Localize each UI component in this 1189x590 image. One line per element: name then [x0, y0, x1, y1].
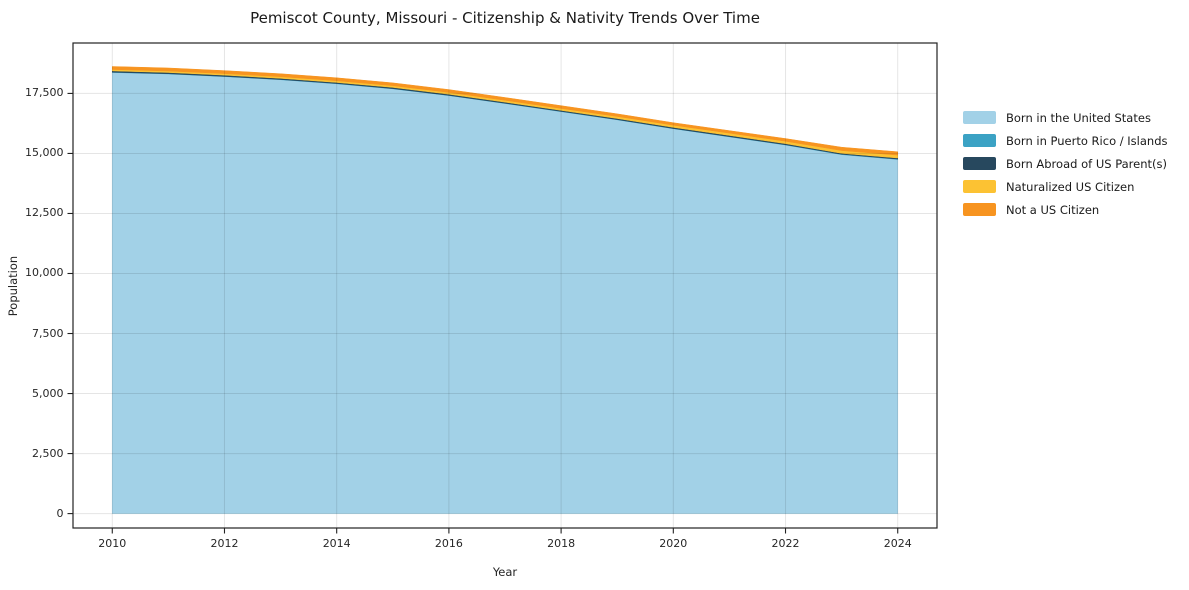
y-tick-label: 2,500 — [32, 446, 64, 460]
x-tick-label: 2014 — [322, 537, 351, 550]
legend-swatch-icon — [963, 157, 996, 170]
y-tick-label: 17,500 — [25, 86, 64, 100]
chart-title: Pemiscot County, Missouri - Citizenship … — [250, 9, 760, 27]
legend-label: Not a US Citizen — [1006, 202, 1100, 217]
legend-item: Born in Puerto Rico / Islands — [963, 129, 1168, 152]
y-tick-label: 15,000 — [25, 146, 64, 160]
legend-swatch-icon — [963, 203, 996, 216]
legend-label: Born in the United States — [1006, 110, 1151, 125]
y-tick-label: 0 — [56, 506, 64, 520]
legend-swatch-icon — [963, 134, 996, 147]
area-series-4 — [112, 66, 898, 156]
legend: Born in the United States Born in Puerto … — [963, 106, 1168, 221]
x-tick-label: 2020 — [659, 537, 688, 550]
y-tick-label: 5,000 — [32, 386, 64, 400]
x-tick-label: 2018 — [547, 537, 576, 550]
legend-label: Born Abroad of US Parent(s) — [1006, 156, 1167, 171]
legend-item: Naturalized US Citizen — [963, 175, 1168, 198]
x-axis-label: Year — [492, 565, 518, 579]
x-tick-label: 2024 — [883, 537, 912, 550]
legend-item: Not a US Citizen — [963, 198, 1168, 221]
legend-swatch-icon — [963, 111, 996, 124]
legend-label: Naturalized US Citizen — [1006, 179, 1135, 194]
legend-swatch-icon — [963, 180, 996, 193]
legend-item: Born Abroad of US Parent(s) — [963, 152, 1168, 175]
x-tick-label: 2012 — [210, 537, 239, 550]
legend-label: Born in Puerto Rico / Islands — [1006, 133, 1168, 148]
y-tick-label: 12,500 — [25, 206, 64, 220]
x-tick-label: 2010 — [98, 537, 127, 550]
y-tick-label: 7,500 — [32, 326, 64, 340]
legend-item: Born in the United States — [963, 106, 1168, 129]
x-tick-label: 2016 — [434, 537, 463, 550]
y-tick-label: 10,000 — [25, 266, 64, 280]
plot-border — [72, 42, 938, 529]
x-tick-label: 2022 — [771, 537, 800, 550]
